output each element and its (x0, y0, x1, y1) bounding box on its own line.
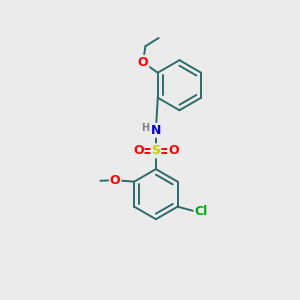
Text: H: H (141, 123, 149, 133)
Text: O: O (110, 174, 120, 187)
Text: Cl: Cl (194, 206, 208, 218)
Text: O: O (168, 144, 179, 158)
Text: O: O (133, 144, 143, 158)
Text: N: N (151, 124, 161, 137)
Text: S: S (152, 144, 160, 158)
Text: O: O (138, 56, 148, 69)
